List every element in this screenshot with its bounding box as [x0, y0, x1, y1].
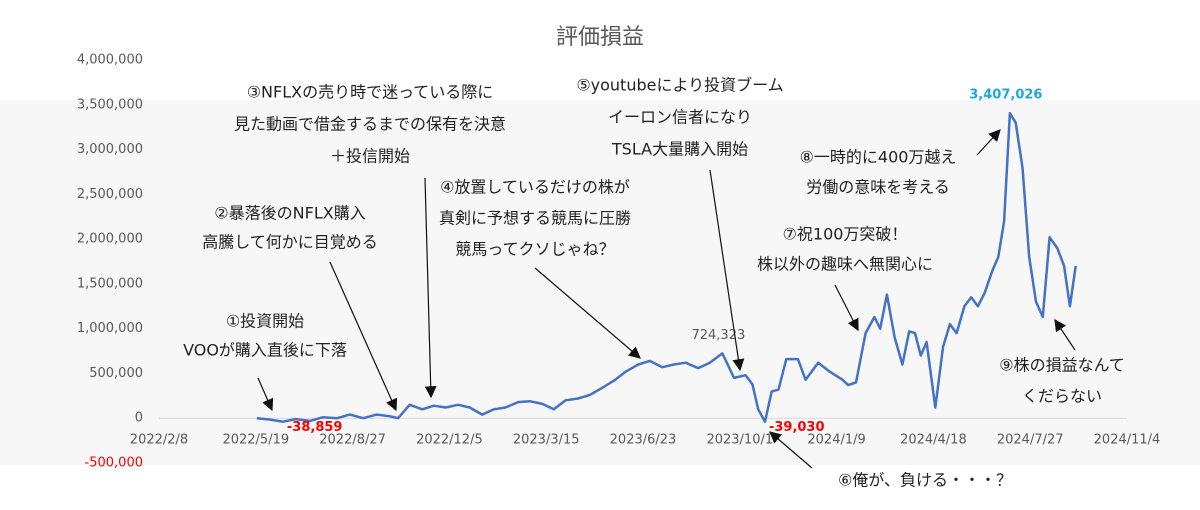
annotation: イーロン信者になり [608, 108, 752, 127]
x-tick-label: 2023/10/1 [706, 433, 773, 448]
annotation: TSLA大量購入開始 [611, 140, 748, 159]
y-tick-label: 3,000,000 [77, 142, 143, 157]
x-tick-label: 2022/8/27 [319, 433, 386, 448]
annotation: ⑧一時的に400万越え [800, 148, 957, 167]
annotation: 真剣に予想する競馬に圧勝 [439, 209, 631, 228]
annotation-arrow [1054, 319, 1076, 351]
annotation-arrow [257, 377, 274, 412]
data-label: -38,859 [287, 420, 343, 435]
plot-background [0, 100, 1200, 465]
annotation: 高騰して何かに目覚める [202, 233, 378, 252]
annotation: ②暴落後のNFLX購入 [214, 204, 365, 223]
y-tick-label: 2,000,000 [77, 232, 143, 247]
data-label: 724,323 [691, 328, 745, 343]
annotation-arrow [534, 267, 641, 359]
x-tick-label: 2023/3/15 [513, 433, 580, 448]
annotation: 労働の意味を考える [806, 178, 950, 197]
x-tick-label: 2022/5/19 [222, 433, 289, 448]
annotation: ⑦祝100万突破！ [783, 225, 908, 244]
annotation-arrow [709, 169, 745, 372]
x-tick-label: 2024/11/4 [1094, 433, 1161, 448]
annotation: 競馬ってクソじゃね？ [455, 240, 614, 259]
x-tick-label: 2022/12/5 [416, 433, 483, 448]
annotation: ①投資開始 [226, 312, 304, 331]
annotation: ⑥俺が、負ける・・・？ [838, 471, 1012, 490]
x-tick-label: 2023/6/23 [610, 433, 677, 448]
y-tick-label: 2,500,000 [77, 187, 143, 202]
annotation: ⑤youtubeにより投資ブーム [576, 76, 783, 95]
annotation: くだらない [1022, 387, 1102, 406]
annotation: 見た動画で借金するまでの保有を決意 [234, 115, 506, 134]
annotation: 株以外の趣味へ無関心に [757, 255, 933, 274]
data-label: 3,407,026 [969, 88, 1042, 103]
annotation-arrow [769, 431, 813, 469]
x-tick-label: 2024/1/9 [807, 433, 865, 448]
y-tick-label: 4,000,000 [77, 53, 143, 68]
annotation: ⑨株の損益なんて [999, 356, 1125, 375]
y-tick-label: 1,500,000 [77, 276, 143, 291]
x-tick-label: 2022/2/8 [130, 433, 188, 448]
x-tick-label: 2024/7/27 [997, 433, 1064, 448]
annotation: ④放置しているだけの株が [440, 178, 630, 197]
annotation: ③NFLXの売り時で迷っている際に [247, 83, 494, 102]
line-series [256, 111, 1077, 423]
y-tick-label: 3,500,000 [77, 97, 143, 112]
x-tick-label: 2024/4/18 [900, 433, 967, 448]
annotation-arrow [329, 261, 398, 412]
chart-title: 評価損益 [556, 25, 644, 50]
y-tick-label: 1,000,000 [77, 321, 143, 336]
annotation-arrow [424, 177, 437, 399]
data-label: -39,030 [769, 420, 825, 435]
annotation-arrow [976, 129, 1001, 156]
annotation: ＋投信開始 [330, 147, 410, 166]
y-tick-label: -500,000 [85, 456, 143, 471]
y-tick-label: 500,000 [89, 366, 143, 381]
annotation-arrow [834, 284, 859, 332]
y-tick-label: 0 [135, 411, 143, 426]
annotation: VOOが購入直後に下落 [183, 341, 347, 360]
